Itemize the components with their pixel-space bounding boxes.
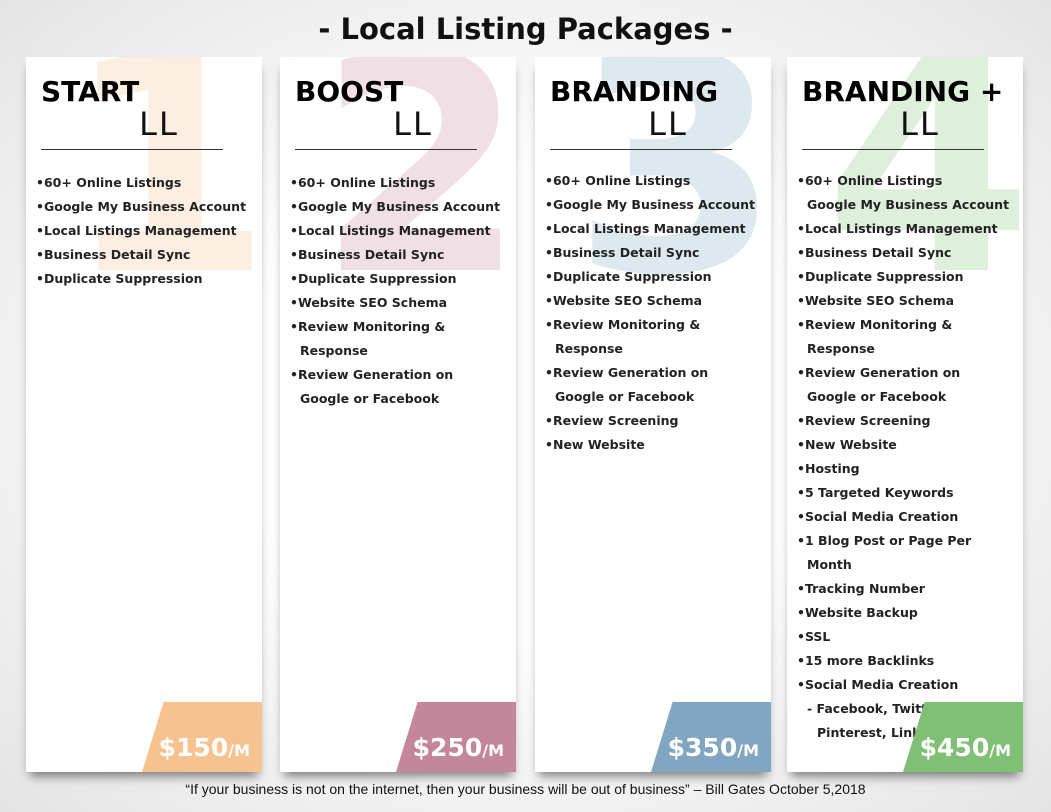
background-numeral: 1: [63, 57, 262, 341]
feature: •5 Targeted Keywords: [797, 485, 954, 500]
feature: •Website SEO Schema: [545, 293, 703, 308]
price-amount: $150: [158, 733, 229, 762]
feature: •Review Screening: [545, 413, 679, 428]
package-subtitle: LL: [900, 105, 940, 143]
feature: •Business Detail Sync: [797, 245, 952, 260]
feature: •Local Listings Management: [545, 221, 746, 236]
price: $450/M: [920, 733, 1011, 762]
feature: •Business Detail Sync: [36, 247, 191, 262]
feature: •60+ Online Listings: [545, 173, 691, 188]
divider: [550, 149, 732, 150]
price-amount: $450: [919, 733, 990, 762]
price-period: /M: [737, 741, 759, 760]
price-box: $350/M: [651, 702, 771, 772]
feature: •15 more Backlinks: [797, 653, 935, 668]
price-period: /M: [228, 741, 250, 760]
feature: •Website Backup: [797, 605, 918, 620]
feature: •Business Detail Sync: [545, 245, 700, 260]
quote: “If your business is not on the internet…: [185, 781, 866, 797]
feature: •60+ Online Listings: [797, 173, 943, 188]
price-box: $250/M: [396, 702, 516, 772]
feature: •1 Blog Post or Page Per Month: [797, 533, 972, 572]
feature: •Social Media Creation: [797, 509, 959, 524]
background-numeral: 4: [824, 57, 1023, 341]
feature: •Local Listings Management: [797, 221, 998, 236]
feature: •60+ Online Listings: [290, 175, 436, 190]
feature: •Google My Business Account: [545, 197, 756, 212]
background-numeral: 2: [317, 57, 516, 341]
feature: •Duplicate Suppression: [36, 271, 203, 286]
feature-list: •60+ Online Listings •Google My Business …: [545, 169, 761, 457]
feature: •Duplicate Suppression: [545, 269, 712, 284]
price-box: $450/M: [903, 702, 1023, 772]
price-amount: $250: [412, 733, 483, 762]
feature: Google My Business Account: [807, 197, 1010, 212]
price: $350/M: [668, 733, 759, 762]
feature: •Business Detail Sync: [290, 247, 445, 262]
feature: •Google My Business Account: [290, 199, 501, 214]
feature: •Review Monitoring & Response: [545, 317, 701, 356]
package-subtitle: LL: [648, 105, 688, 143]
background-numeral: 3: [572, 57, 771, 341]
package-name: BRANDING: [550, 75, 719, 108]
feature: •Local Listings Management: [36, 223, 237, 238]
feature: •Tracking Number: [797, 581, 925, 596]
feature: •New Website: [797, 437, 897, 452]
divider: [41, 149, 223, 150]
feature: •Review Monitoring & Response: [290, 319, 446, 358]
feature-list: •60+ Online Listings •Google My Business …: [36, 171, 252, 291]
price-period: /M: [482, 741, 504, 760]
package-name: BRANDING +: [802, 75, 1004, 108]
feature: •Review Generation on Google or Facebook: [545, 365, 709, 404]
divider: [295, 149, 477, 150]
package-card: 2 BOOST LL •60+ Online Listings •Google My B…: [280, 57, 516, 772]
price: $250/M: [413, 733, 504, 762]
package-card: 3 BRANDING LL •60+ Online Listings •Google M…: [535, 57, 771, 772]
feature: •Review Monitoring & Response: [797, 317, 953, 356]
feature: •Google My Business Account: [36, 199, 247, 214]
feature: •Social Media Creation: [797, 677, 959, 692]
feature: •Duplicate Suppression: [797, 269, 964, 284]
feature: •Hosting: [797, 461, 860, 476]
feature: •Duplicate Suppression: [290, 271, 457, 286]
price-box: $150/M: [142, 702, 262, 772]
feature: •60+ Online Listings: [36, 175, 182, 190]
package-card: 4 BRANDING + LL •60+ Online Listings Google …: [787, 57, 1023, 772]
feature: •Review Generation on Google or Facebook: [797, 365, 961, 404]
feature: •Website SEO Schema: [290, 295, 448, 310]
price-period: /M: [989, 741, 1011, 760]
price-amount: $350: [667, 733, 738, 762]
package-subtitle: LL: [393, 105, 433, 143]
feature: •Local Listings Management: [290, 223, 491, 238]
title: - Local Listing Packages -: [318, 12, 733, 46]
feature-list: •60+ Online Listings Google My Business A…: [797, 169, 1013, 745]
price: $150/M: [159, 733, 250, 762]
package-card: 1 START LL •60+ Online Listings •Google My B…: [26, 57, 262, 772]
package-name: BOOST: [295, 75, 404, 108]
package-name: START: [41, 75, 140, 108]
package-subtitle: LL: [139, 105, 179, 143]
feature: •Website SEO Schema: [797, 293, 955, 308]
divider: [802, 149, 984, 150]
feature: •SSL: [797, 629, 831, 644]
feature: •Review Generation on Google or Facebook: [290, 367, 454, 406]
feature: •Review Screening: [797, 413, 931, 428]
feature: •New Website: [545, 437, 645, 452]
feature-list: •60+ Online Listings •Google My Business …: [290, 171, 506, 411]
